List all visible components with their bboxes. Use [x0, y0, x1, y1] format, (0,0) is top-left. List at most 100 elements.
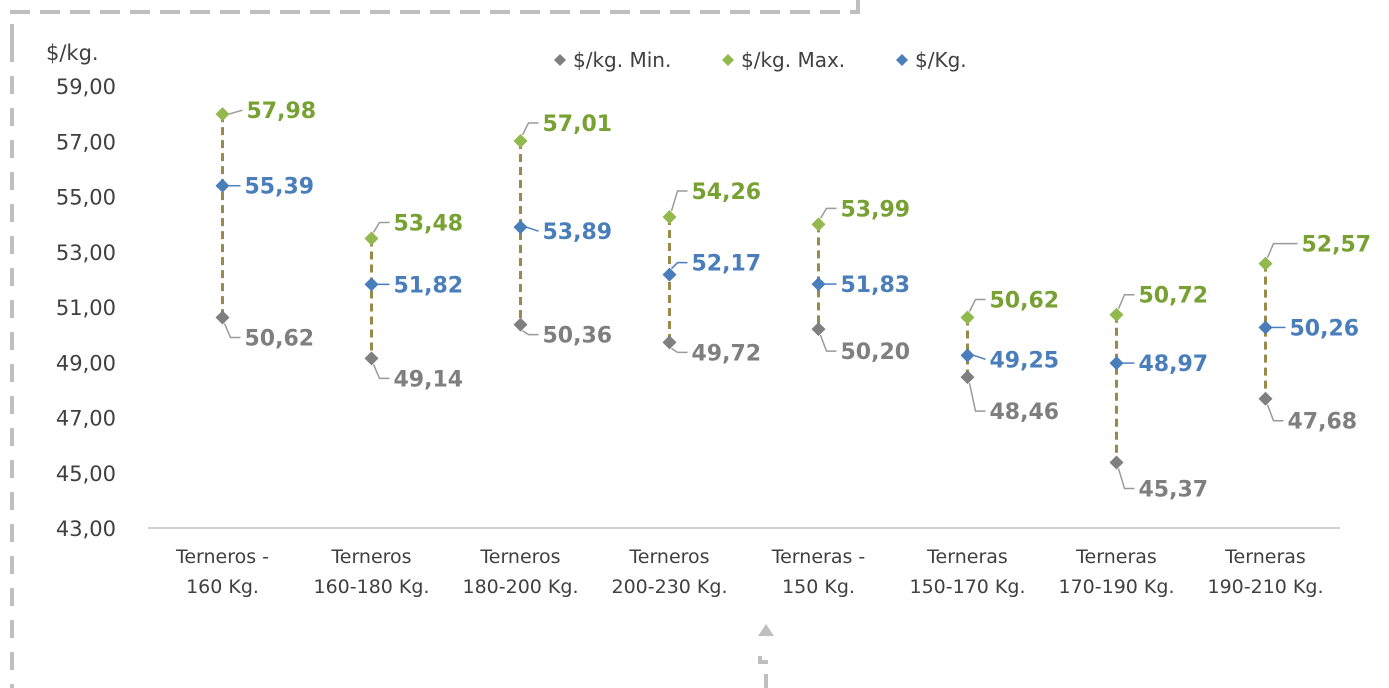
- max-data-label: 53,99: [841, 197, 911, 222]
- legend-entry: $/kg. Min.: [573, 48, 671, 72]
- avg-data-label: 49,25: [990, 348, 1060, 373]
- y-tick-label: 57,00: [56, 130, 116, 154]
- avg-marker: [1109, 356, 1124, 371]
- min-leader-line: [671, 347, 688, 354]
- x-category-label: Terneros: [330, 546, 411, 568]
- data-labels: 57,98 55,39 50,62 53,48 51,82 49,14 57,01 53,89…: [245, 99, 1372, 502]
- max-leader-line: [670, 190, 688, 212]
- min-marker: [364, 351, 379, 366]
- max-leader-line: [1117, 293, 1135, 310]
- min-data-label: 50,36: [543, 324, 613, 349]
- avg-data-label: 53,89: [543, 220, 613, 245]
- max-marker: [662, 209, 677, 224]
- x-category-label: 190-210 Kg.: [1208, 576, 1324, 598]
- avg-marker: [364, 277, 379, 292]
- x-category-label: Terneras: [926, 546, 1008, 568]
- min-leader-line: [223, 323, 241, 339]
- min-data-label: 47,68: [1288, 410, 1358, 435]
- legend-marker: [722, 54, 734, 66]
- max-data-label: 54,26: [692, 180, 762, 205]
- y-tick-label: 47,00: [56, 407, 116, 431]
- min-marker: [1258, 391, 1273, 406]
- max-leader-line: [819, 207, 837, 219]
- min-marker: [960, 370, 975, 385]
- min-marker: [811, 322, 826, 337]
- arrow-head: [758, 624, 774, 636]
- max-marker: [364, 231, 379, 246]
- avg-data-label: 48,97: [1139, 352, 1209, 377]
- avg-data-label: 51,83: [841, 273, 911, 298]
- range-lines: [221, 114, 1267, 463]
- max-data-label: 50,72: [1139, 284, 1209, 309]
- x-category-label: 150-170 Kg.: [910, 576, 1026, 598]
- x-category-label: 180-200 Kg.: [463, 576, 579, 598]
- y-tick-label: 45,00: [56, 462, 116, 486]
- avg-data-label: 50,26: [1290, 316, 1360, 341]
- x-category-label: Terneros: [628, 546, 709, 568]
- min-data-label: 50,20: [841, 340, 911, 365]
- avg-marker: [1258, 320, 1273, 335]
- y-tick-label: 55,00: [56, 186, 116, 210]
- max-leader-line: [228, 109, 243, 115]
- min-marker: [1109, 455, 1124, 470]
- frame-top: [10, 0, 860, 44]
- min-leader-line: [372, 364, 390, 380]
- legend-marker: [554, 54, 566, 66]
- min-leader-line: [1117, 468, 1135, 490]
- max-leader-line: [372, 221, 390, 233]
- avg-marker: [513, 220, 528, 235]
- min-marker: [215, 310, 230, 325]
- avg-marker: [811, 277, 826, 292]
- y-axis-label: $/kg.: [46, 41, 99, 65]
- max-data-label: 57,98: [247, 99, 317, 124]
- x-category-label: Terneras -: [771, 546, 866, 568]
- legend-marker: [896, 54, 908, 66]
- markers: [215, 107, 1273, 470]
- x-category-label: 160 Kg.: [186, 576, 259, 598]
- avg-data-label: 51,82: [394, 273, 464, 298]
- max-data-label: 57,01: [543, 112, 613, 137]
- avg-marker: [215, 178, 230, 193]
- max-marker: [1109, 307, 1124, 322]
- min-data-label: 49,72: [692, 341, 762, 366]
- y-tick-label: 43,00: [56, 517, 116, 541]
- max-leader-line: [968, 298, 986, 312]
- max-marker: [513, 133, 528, 148]
- frame-bottom-arrow: [758, 648, 768, 688]
- max-data-label: 53,48: [394, 211, 464, 236]
- min-leader-line: [968, 383, 986, 412]
- avg-marker: [662, 267, 677, 282]
- min-leader-line: [1266, 404, 1284, 422]
- x-category-label: 170-190 Kg.: [1059, 576, 1175, 598]
- min-data-label: 48,46: [990, 400, 1060, 425]
- avg-data-label: 55,39: [245, 175, 315, 200]
- leader-lines: [223, 109, 1298, 490]
- x-category-label: 160-180 Kg.: [314, 576, 430, 598]
- avg-marker: [960, 348, 975, 363]
- max-data-label: 52,57: [1302, 233, 1372, 258]
- min-data-label: 45,37: [1139, 478, 1209, 503]
- max-marker: [811, 217, 826, 232]
- x-category-label: Terneros: [479, 546, 560, 568]
- min-data-label: 50,62: [245, 326, 315, 351]
- legend-entry: $/kg. Max.: [741, 48, 845, 72]
- min-marker: [662, 335, 677, 350]
- max-leader-line: [521, 122, 539, 136]
- y-tick-label: 53,00: [56, 241, 116, 265]
- legend-entry: $/Kg.: [915, 48, 967, 72]
- max-data-label: 50,62: [990, 288, 1060, 313]
- x-category-label: Terneras: [1224, 546, 1306, 568]
- max-marker: [215, 107, 230, 122]
- y-tick-label: 51,00: [56, 296, 116, 320]
- min-leader-line: [819, 334, 837, 352]
- min-data-label: 49,14: [394, 367, 464, 392]
- y-tick-label: 59,00: [56, 75, 116, 99]
- min-marker: [513, 317, 528, 332]
- y-tick-label: 49,00: [56, 351, 116, 375]
- x-category-label: 150 Kg.: [782, 576, 855, 598]
- max-marker: [1258, 256, 1273, 271]
- avg-data-label: 52,17: [692, 252, 762, 277]
- x-category-label: Terneros -: [175, 546, 269, 568]
- max-leader-line: [1266, 242, 1298, 258]
